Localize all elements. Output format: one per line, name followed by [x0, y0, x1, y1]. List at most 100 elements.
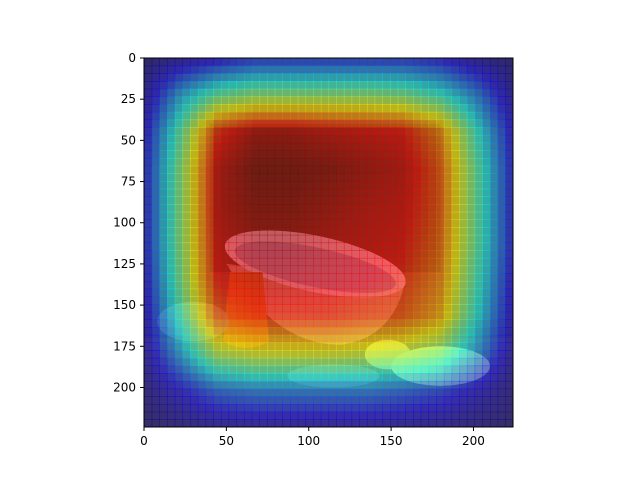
- heatmap-cell: [313, 127, 322, 136]
- heatmap-cell: [482, 288, 491, 297]
- heatmap-cell: [374, 365, 383, 374]
- heatmap-cell: [420, 188, 430, 197]
- heatmap-cell: [466, 119, 476, 128]
- heatmap-cell: [413, 219, 422, 228]
- heatmap-cell: [236, 388, 245, 397]
- heatmap-cell: [243, 411, 253, 420]
- heatmap-cell: [390, 327, 399, 336]
- heatmap-cell: [474, 173, 483, 182]
- heatmap-cell: [505, 150, 513, 159]
- heatmap-cell: [182, 334, 191, 344]
- heatmap-cell: [190, 142, 199, 151]
- heatmap-cell: [267, 142, 276, 151]
- heatmap-cell: [282, 150, 291, 159]
- heatmap-cell: [151, 119, 160, 128]
- heatmap-cell: [205, 119, 214, 128]
- heatmap-cell: [259, 273, 268, 282]
- heatmap-cell: [243, 311, 253, 320]
- heatmap-cell: [167, 304, 176, 313]
- heatmap-cell: [220, 188, 230, 197]
- heatmap-cell: [151, 411, 160, 420]
- heatmap-cell: [382, 311, 391, 320]
- heatmap-cell: [466, 165, 476, 174]
- heatmap-cell: [167, 319, 176, 328]
- heatmap-cell: [313, 380, 322, 390]
- heatmap-cell: [151, 142, 160, 151]
- heatmap-cell: [351, 388, 360, 397]
- heatmap-cell: [290, 88, 299, 98]
- heatmap-cell: [220, 288, 230, 297]
- heatmap-cell: [228, 411, 237, 420]
- heatmap-cell: [297, 173, 307, 182]
- heatmap-cell: [220, 196, 230, 205]
- heatmap-cell: [405, 188, 414, 197]
- heatmap-cell: [366, 250, 376, 259]
- heatmap-cell: [336, 111, 345, 121]
- heatmap-cell: [405, 196, 414, 205]
- heatmap-cell: [436, 181, 445, 190]
- heatmap-cell: [190, 173, 199, 182]
- heatmap-cell: [443, 157, 453, 167]
- heatmap-cell: [236, 96, 245, 105]
- heatmap-cell: [243, 334, 253, 344]
- heatmap-cell: [243, 296, 253, 305]
- heatmap-cell: [482, 396, 491, 405]
- heatmap-cell: [236, 234, 245, 244]
- heatmap-cell: [174, 388, 184, 397]
- heatmap-cell: [251, 73, 260, 82]
- heatmap-cell: [259, 373, 268, 382]
- heatmap-cell: [167, 65, 176, 74]
- heatmap-cell: [274, 88, 283, 98]
- heatmap-cell: [259, 342, 268, 351]
- heatmap-cell: [489, 150, 499, 159]
- heatmap-cell: [236, 350, 245, 359]
- heatmap-cell: [197, 250, 207, 259]
- heatmap-cell: [413, 242, 422, 251]
- heatmap-cell: [390, 142, 399, 151]
- heatmap-cell: [320, 311, 330, 320]
- heatmap-cell: [390, 380, 399, 390]
- heatmap-cell: [190, 273, 199, 282]
- heatmap-cell: [213, 388, 222, 397]
- heatmap-cell: [267, 173, 276, 182]
- heatmap-cell: [390, 319, 399, 328]
- heatmap-cell: [297, 250, 307, 259]
- heatmap-cell: [366, 311, 376, 320]
- heatmap-cell: [243, 250, 253, 259]
- heatmap-cell: [236, 396, 245, 405]
- heatmap-cell: [144, 234, 153, 244]
- heatmap-cell: [190, 165, 199, 174]
- heatmap-cell: [336, 204, 345, 213]
- heatmap-cell: [359, 242, 368, 251]
- heatmap-cell: [428, 280, 437, 290]
- heatmap-cell: [436, 388, 445, 397]
- heatmap-cell: [390, 127, 399, 136]
- heatmap-cell: [236, 342, 245, 351]
- heatmap-cell: [397, 373, 406, 382]
- heatmap-cell: [159, 365, 168, 374]
- heatmap-cell: [197, 304, 207, 313]
- heatmap-cell: [282, 204, 291, 213]
- heatmap-cell: [182, 257, 191, 267]
- heatmap-cell: [505, 227, 513, 236]
- heatmap-cell: [443, 173, 453, 182]
- heatmap-cell: [397, 380, 406, 390]
- heatmap-cell: [459, 257, 468, 267]
- heatmap-cell: [174, 304, 184, 313]
- heatmap-cell: [259, 319, 268, 328]
- heatmap-cell: [336, 58, 345, 67]
- heatmap-cell: [320, 96, 330, 105]
- heatmap-cell: [159, 173, 168, 182]
- x-tick-label: 0: [140, 434, 148, 448]
- heatmap-cell: [351, 311, 360, 320]
- heatmap-cell: [259, 388, 268, 397]
- heatmap-cell: [497, 127, 506, 136]
- heatmap-cell: [505, 165, 513, 174]
- heatmap-cell: [205, 296, 214, 305]
- heatmap-cell: [328, 357, 337, 367]
- heatmap-cell: [497, 65, 506, 74]
- heatmap-cell: [497, 173, 506, 182]
- heatmap-cell: [366, 403, 376, 413]
- heatmap-cell: [420, 234, 430, 244]
